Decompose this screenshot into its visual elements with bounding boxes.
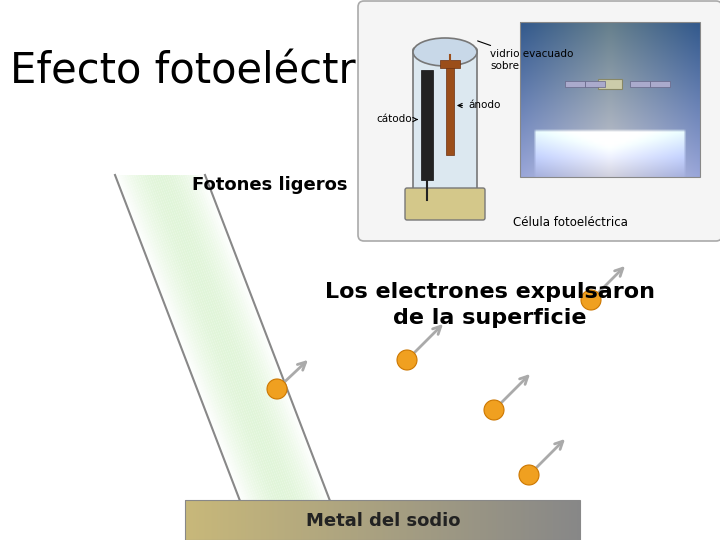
Polygon shape <box>135 175 277 540</box>
Polygon shape <box>149 175 291 540</box>
Bar <box>421 70 433 180</box>
Polygon shape <box>203 175 345 540</box>
Polygon shape <box>192 175 334 540</box>
Polygon shape <box>146 175 289 540</box>
Text: Metal del sodio: Metal del sodio <box>306 512 460 530</box>
Bar <box>185 500 580 540</box>
Polygon shape <box>189 175 331 540</box>
Bar <box>446 65 454 155</box>
Polygon shape <box>182 175 325 540</box>
Text: cátodo: cátodo <box>376 114 418 125</box>
Polygon shape <box>153 175 295 540</box>
Polygon shape <box>156 175 298 540</box>
Polygon shape <box>200 175 343 540</box>
Bar <box>565 81 585 87</box>
Polygon shape <box>164 175 307 540</box>
Circle shape <box>397 350 417 370</box>
Polygon shape <box>198 175 341 540</box>
Text: ánodo: ánodo <box>458 100 500 111</box>
FancyBboxPatch shape <box>413 48 477 197</box>
Polygon shape <box>178 175 320 540</box>
Polygon shape <box>115 175 257 540</box>
Text: Efecto fotoeléctrico: Efecto fotoeléctrico <box>10 51 415 93</box>
FancyBboxPatch shape <box>405 188 485 220</box>
Polygon shape <box>176 175 318 540</box>
Polygon shape <box>160 175 302 540</box>
Polygon shape <box>180 175 323 540</box>
Polygon shape <box>140 175 282 540</box>
Polygon shape <box>187 175 329 540</box>
Polygon shape <box>144 175 287 540</box>
Bar <box>650 81 670 87</box>
Polygon shape <box>120 175 262 540</box>
Bar <box>585 81 605 87</box>
Polygon shape <box>196 175 338 540</box>
Polygon shape <box>174 175 316 540</box>
FancyBboxPatch shape <box>358 1 720 241</box>
Circle shape <box>267 379 287 399</box>
Polygon shape <box>124 175 266 540</box>
Polygon shape <box>122 175 264 540</box>
Text: Los electrones expulsaron
de la superficie: Los electrones expulsaron de la superfic… <box>325 282 655 328</box>
Polygon shape <box>185 175 327 540</box>
Polygon shape <box>167 175 309 540</box>
Polygon shape <box>158 175 300 540</box>
Polygon shape <box>133 175 275 540</box>
Text: Fotones ligeros: Fotones ligeros <box>192 176 348 194</box>
Polygon shape <box>162 175 305 540</box>
Circle shape <box>581 290 601 310</box>
Bar <box>440 60 460 68</box>
Polygon shape <box>142 175 284 540</box>
Polygon shape <box>131 175 273 540</box>
Bar <box>520 22 700 177</box>
Text: vidrio evacuado
sobre: vidrio evacuado sobre <box>477 41 573 71</box>
Bar <box>598 79 622 89</box>
Circle shape <box>484 400 504 420</box>
Polygon shape <box>117 175 259 540</box>
Polygon shape <box>126 175 269 540</box>
Polygon shape <box>128 175 271 540</box>
Text: Célula fotoeléctrica: Célula fotoeléctrica <box>513 217 627 230</box>
Circle shape <box>519 465 539 485</box>
Polygon shape <box>171 175 313 540</box>
Ellipse shape <box>413 38 477 66</box>
Polygon shape <box>151 175 293 540</box>
Polygon shape <box>169 175 311 540</box>
Polygon shape <box>194 175 336 540</box>
Bar <box>630 81 650 87</box>
Polygon shape <box>138 175 280 540</box>
